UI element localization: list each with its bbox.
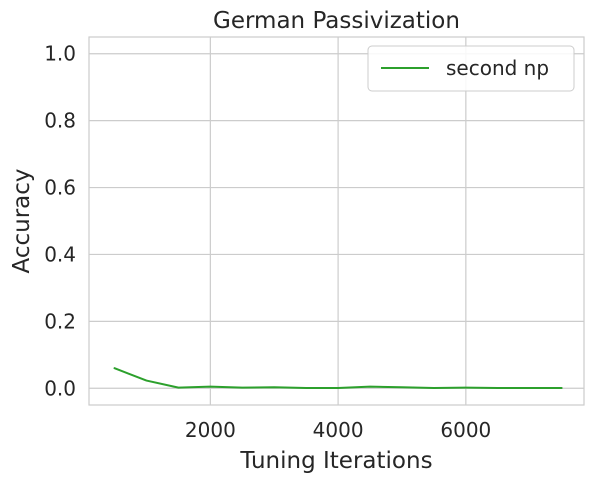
tick-layer: 2000 4000 6000 0.0 0.2 0.4 0.6 0.8 1.0 xyxy=(44,42,491,442)
y-tick-label: 0.6 xyxy=(44,176,76,200)
legend: second np xyxy=(367,45,575,92)
y-tick-label: 0.2 xyxy=(44,309,76,333)
y-axis-label: Accuracy xyxy=(9,168,35,273)
x-axis-label: Tuning Iterations xyxy=(239,448,432,474)
y-tick-label: 0.4 xyxy=(44,242,76,266)
legend-box xyxy=(367,45,575,92)
x-tick-label: 6000 xyxy=(440,418,491,442)
series-layer xyxy=(113,367,563,389)
legend-label-second-np: second np xyxy=(446,56,549,80)
y-tick-label: 1.0 xyxy=(44,42,76,66)
y-tick-label: 0.0 xyxy=(44,376,76,400)
x-tick-label: 4000 xyxy=(313,418,364,442)
y-tick-label: 0.8 xyxy=(44,109,76,133)
series-line-second-np xyxy=(113,367,563,389)
x-tick-label: 2000 xyxy=(185,418,236,442)
chart-title: German Passivization xyxy=(213,8,460,34)
grid-layer xyxy=(89,37,584,405)
plot-frame xyxy=(88,36,585,406)
